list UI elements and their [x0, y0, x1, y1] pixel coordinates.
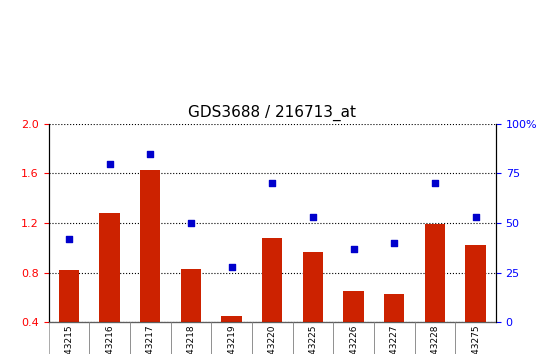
Bar: [262, 238, 282, 322]
Bar: [181, 269, 201, 322]
Bar: [130, 322, 170, 354]
Text: GSM243215: GSM243215: [64, 325, 73, 354]
Bar: [343, 291, 364, 322]
Text: GSM243225: GSM243225: [308, 325, 317, 354]
Bar: [49, 322, 89, 354]
Text: GSM243220: GSM243220: [268, 325, 277, 354]
Bar: [293, 322, 333, 354]
Point: [227, 264, 236, 269]
Bar: [465, 245, 486, 322]
Point: [268, 181, 277, 186]
Bar: [425, 224, 445, 322]
Point: [186, 220, 195, 226]
Text: GSM243227: GSM243227: [390, 325, 399, 354]
Point: [431, 181, 439, 186]
Bar: [170, 322, 211, 354]
Bar: [99, 213, 120, 322]
Text: GSM243218: GSM243218: [186, 325, 195, 354]
Bar: [455, 322, 496, 354]
Text: GSM243226: GSM243226: [349, 325, 358, 354]
Point: [105, 161, 114, 166]
Point: [349, 246, 358, 252]
Point: [471, 214, 480, 220]
Point: [308, 214, 317, 220]
Text: GSM243219: GSM243219: [227, 325, 236, 354]
Point: [390, 240, 398, 246]
Text: GSM243217: GSM243217: [146, 325, 155, 354]
Text: GSM243275: GSM243275: [471, 325, 480, 354]
Text: GSM243216: GSM243216: [105, 325, 114, 354]
Bar: [252, 322, 293, 354]
Bar: [140, 170, 161, 322]
Point: [146, 151, 155, 156]
Bar: [384, 294, 404, 322]
Bar: [89, 322, 130, 354]
Bar: [374, 322, 414, 354]
Title: GDS3688 / 216713_at: GDS3688 / 216713_at: [188, 105, 356, 121]
Text: GSM243228: GSM243228: [430, 325, 439, 354]
Bar: [59, 270, 79, 322]
Bar: [414, 322, 455, 354]
Bar: [333, 322, 374, 354]
Bar: [211, 322, 252, 354]
Bar: [303, 251, 323, 322]
Bar: [222, 316, 241, 322]
Point: [65, 236, 73, 242]
